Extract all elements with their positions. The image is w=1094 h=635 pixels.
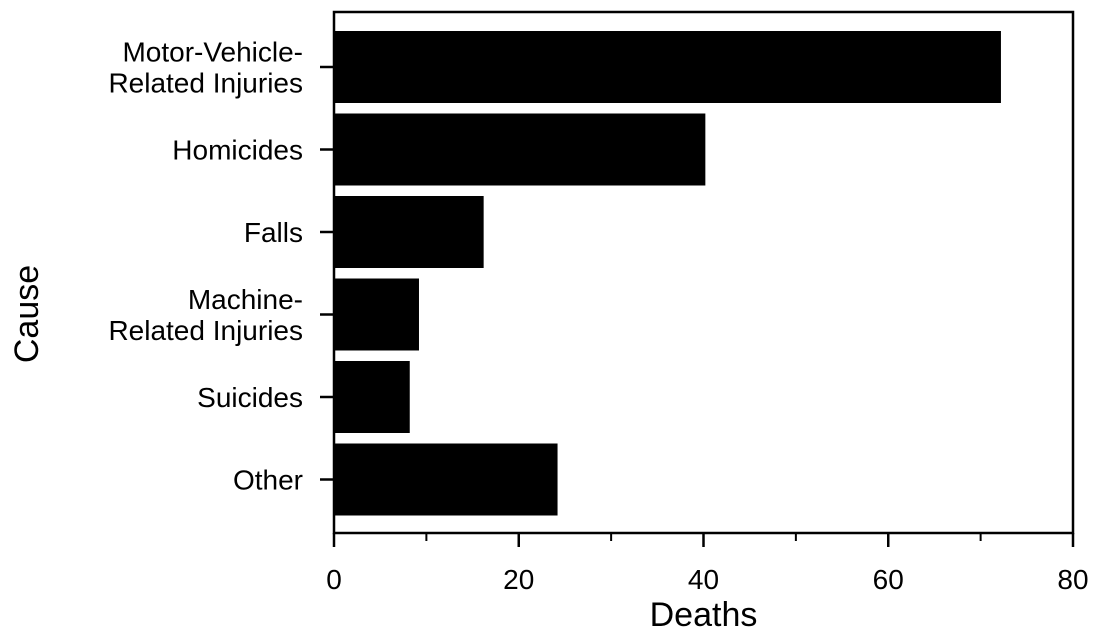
- y-axis-ticks: Motor-Vehicle-Related Injuries Homicides F…: [108, 37, 334, 496]
- y-tick-label: Motor-Vehicle-Related Injuries: [108, 37, 303, 99]
- bar-5: [334, 443, 558, 516]
- bar-1: [334, 113, 706, 186]
- x-tick-label: 40: [688, 564, 719, 595]
- x-tick-label: 60: [873, 564, 904, 595]
- y-tick-label: Falls: [244, 217, 303, 248]
- bars-group: [334, 31, 1001, 516]
- x-tick-label: 0: [326, 564, 342, 595]
- y-axis-title: Cause: [8, 265, 46, 363]
- y-tick-label: Suicides: [197, 382, 303, 413]
- x-tick-label: 20: [503, 564, 534, 595]
- y-tick-label: Machine-Related Injuries: [108, 284, 303, 346]
- y-tick-label: Other: [233, 465, 303, 496]
- x-axis-title: Deaths: [650, 596, 758, 634]
- x-tick-label: 80: [1057, 564, 1088, 595]
- bar-4: [334, 361, 410, 433]
- bar-3: [334, 278, 419, 351]
- y-tick-label: Homicides: [172, 135, 303, 166]
- plot-frame: [332, 10, 1075, 535]
- bar-2: [334, 196, 484, 268]
- x-axis-ticks: 0 20 40 60 80: [326, 533, 1089, 595]
- bar-0: [334, 31, 1001, 103]
